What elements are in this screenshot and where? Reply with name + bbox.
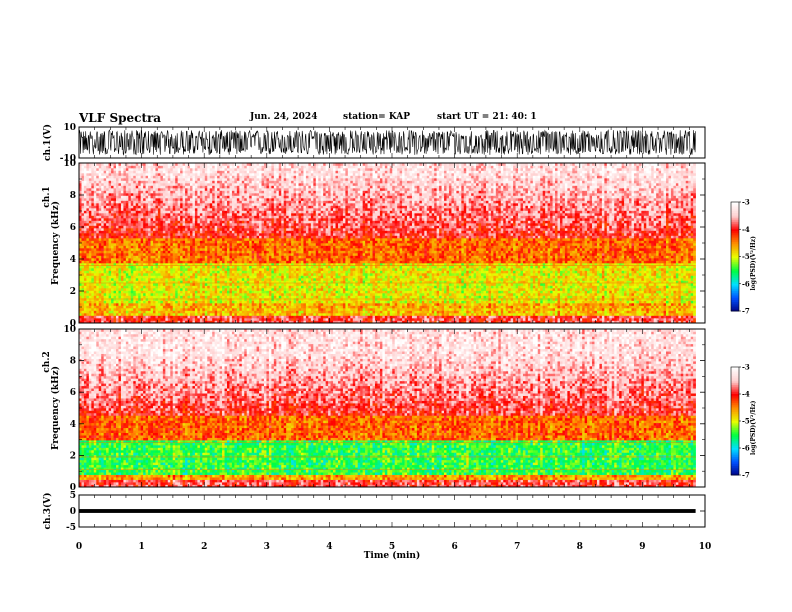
colorbar-tick-label: -6 bbox=[742, 279, 750, 288]
y-tick-label: 5 bbox=[70, 491, 76, 501]
colorbar-tick-label: -3 bbox=[742, 363, 750, 372]
y-axis-label: Frequency (kHz) bbox=[50, 366, 61, 450]
y-tick-label: 0 bbox=[70, 507, 76, 517]
vlf-figure: 10-10ch.1(V)-3-4-5-6-7log(PSD)(V²/Hz)024… bbox=[0, 0, 792, 612]
y-tick-label: 8 bbox=[70, 191, 76, 201]
colorbar-tick-label: -6 bbox=[742, 444, 750, 453]
panel-1 bbox=[79, 127, 705, 158]
y-tick-label: 2 bbox=[70, 287, 76, 297]
x-tick-label: 8 bbox=[577, 542, 583, 552]
y-tick-label: 10 bbox=[63, 159, 76, 169]
colorbar-tick-label: -7 bbox=[742, 471, 750, 480]
colorbar-tick-label: -3 bbox=[742, 198, 750, 207]
y-tick-label: 10 bbox=[63, 325, 76, 335]
x-tick-label: 4 bbox=[326, 542, 332, 552]
ch2-colorbar bbox=[731, 367, 741, 476]
panel-3 bbox=[79, 329, 741, 487]
y-tick-label: 4 bbox=[70, 255, 76, 265]
colorbar-tick-label: -7 bbox=[742, 307, 750, 316]
x-tick-label: 1 bbox=[138, 542, 144, 552]
y-tick-label: 6 bbox=[70, 388, 76, 398]
colorbar-tick-label: -4 bbox=[742, 390, 750, 399]
y-axis-label: Frequency (kHz) bbox=[50, 201, 61, 285]
y-tick-label: 8 bbox=[70, 357, 76, 367]
x-tick-label: 0 bbox=[76, 542, 82, 552]
x-tick-label: 3 bbox=[264, 542, 270, 552]
colorbar-label: log(PSD)(V²/Hz) bbox=[750, 400, 757, 455]
y-tick-label: 4 bbox=[70, 420, 76, 430]
colorbar-tick-label: -4 bbox=[742, 225, 750, 234]
y-tick-label: 2 bbox=[70, 451, 76, 461]
colorbar-tick-label: -5 bbox=[742, 417, 750, 426]
y-tick-label: -5 bbox=[66, 523, 76, 533]
colorbar-label: log(PSD)(V²/Hz) bbox=[750, 236, 757, 291]
colorbar-tick-label: -5 bbox=[742, 252, 750, 261]
ch2-spectrogram bbox=[79, 329, 696, 487]
ch1-waveform bbox=[79, 130, 696, 155]
x-tick-label: 9 bbox=[639, 542, 645, 552]
y-axis-label: ch.3(V) bbox=[42, 493, 53, 530]
x-tick-label: 2 bbox=[201, 542, 207, 552]
y-tick-label: 10 bbox=[63, 123, 76, 133]
y-axis-label: ch.1(V) bbox=[42, 124, 53, 161]
x-tick-label: 7 bbox=[514, 542, 520, 552]
x-axis-label: Time (min) bbox=[364, 550, 421, 561]
y-tick-label: 6 bbox=[70, 223, 76, 233]
panel-4 bbox=[79, 495, 705, 527]
panel-2 bbox=[79, 163, 741, 323]
ch1-colorbar bbox=[731, 202, 741, 312]
x-tick-label: 10 bbox=[699, 542, 712, 552]
ch3-waveform bbox=[79, 509, 696, 513]
x-tick-label: 6 bbox=[451, 542, 457, 552]
